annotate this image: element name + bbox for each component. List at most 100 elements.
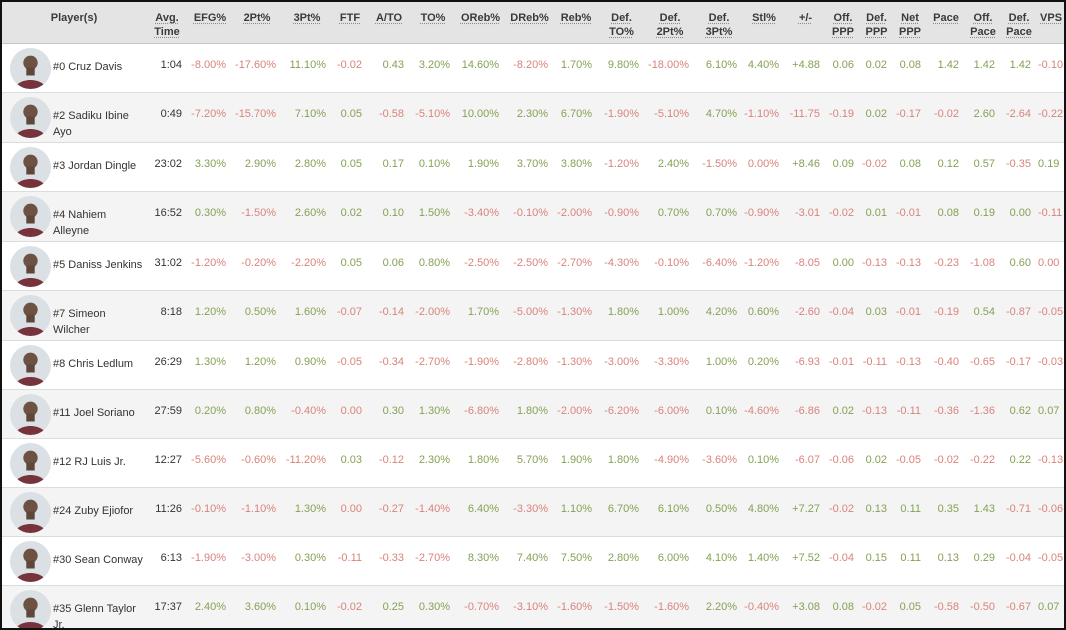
stat-ftf: 0.05 (332, 141, 369, 192)
stat-vps: -0.06 (1037, 486, 1064, 537)
stat-efg: 1.30% (188, 339, 233, 390)
stat-def3pt: 0.70% (695, 190, 744, 242)
table-body: #0 Cruz Davis 1:04 -8.00% -17.60% 11.10% -0.0… (2, 43, 1064, 628)
stat-oreb: 1.70% (456, 289, 506, 341)
player-name: #30 Sean Conway (52, 535, 147, 586)
player-photo-silhouette (14, 55, 47, 89)
stat-oreb: 6.40% (456, 486, 506, 537)
stat-reb: -1.30% (554, 339, 599, 390)
stat-efg: 0.20% (188, 388, 233, 439)
player-row: #24 Zuby Ejiofor 11:26 -0.10% -1.10% 1.30% 0.… (2, 486, 1064, 537)
stat-reb: -2.00% (554, 190, 599, 242)
stat-to: 0.10% (410, 141, 457, 192)
stat-p2: -1.10% (232, 486, 283, 537)
stat-defpace: -0.87 (1001, 289, 1038, 341)
column-label: Def. TO% (609, 12, 634, 39)
stat-efg: 3.30% (188, 141, 233, 192)
stat-p3: 2.60% (282, 190, 333, 242)
player-avatar (10, 393, 51, 435)
player-avatar-cell (2, 584, 52, 628)
stat-pace: -0.40 (927, 339, 966, 390)
column-header-player[interactable]: Player(s) (2, 2, 147, 44)
column-label: Def. 2Pt% (656, 12, 684, 39)
column-header-efg[interactable]: EFG% (188, 2, 233, 44)
stat-dreb: -8.20% (513, 58, 549, 71)
player-photo-silhouette (15, 597, 46, 628)
stat-ato: 0.06 (368, 240, 411, 291)
column-header-netppp[interactable]: Net PPP (893, 2, 928, 44)
stat-stl: 0.60% (743, 289, 786, 341)
stat-offppp: -0.02 (826, 190, 861, 242)
stat-p2: 2.90% (232, 141, 283, 192)
stat-defpace: -0.71 (1001, 486, 1038, 537)
stat-ftf: 0.00 (332, 486, 369, 537)
stat-def3pt: 1.00% (695, 339, 744, 390)
stat-ato: -0.14 (368, 289, 411, 341)
stat-vps: -0.03 (1037, 339, 1064, 390)
stat-to: -2.70% (410, 339, 457, 390)
stat-offpace: 2.60 (965, 91, 1002, 143)
column-header-p2[interactable]: 2Pt% (232, 2, 283, 44)
stat-p3: 1.30% (282, 486, 333, 537)
stat-p2: 1.20% (232, 339, 283, 390)
player-photo-silhouette (14, 154, 47, 188)
column-header-ftf[interactable]: FTF (332, 2, 369, 44)
stat-p3: 2.80% (282, 141, 333, 192)
stat-defppp: 0.02 (860, 91, 894, 143)
stat-netppp: 0.05 (893, 584, 928, 628)
stat-vps: -0.05 (1037, 289, 1064, 341)
stat-netppp: -0.05 (893, 437, 928, 488)
player-avatar (10, 344, 51, 386)
column-header-def3pt[interactable]: Def. 3Pt% (695, 2, 744, 44)
stat-def3pt: -3.60% (695, 437, 744, 488)
stat-dreb: 5.70% (505, 437, 555, 488)
stat-p3: 11.10% (289, 58, 327, 71)
stat-stl: 4.40% (747, 58, 780, 71)
stat-pace: -0.19 (927, 289, 966, 341)
stat-def2pt: 6.00% (645, 535, 696, 586)
column-header-def2pt[interactable]: Def. 2Pt% (645, 2, 696, 44)
stat-defto: -0.90% (598, 190, 646, 242)
stat-dreb: -3.30% (505, 486, 555, 537)
player-avatar-cell (2, 535, 52, 586)
stat-pm: -3.01 (785, 190, 827, 242)
column-header-to[interactable]: TO% (410, 2, 457, 44)
player-avatar (10, 294, 51, 336)
stat-defto: -4.30% (598, 240, 646, 291)
stat-p2: -0.20% (232, 240, 283, 291)
column-header-pm[interactable]: +/- (785, 2, 827, 44)
stat-p2: 3.60% (232, 584, 283, 628)
stat-pm: +7.52 (785, 535, 827, 586)
column-header-oreb[interactable]: OReb% (456, 2, 506, 44)
column-header-vps[interactable]: VPS (1037, 2, 1064, 44)
stat-def2pt: -3.30% (645, 339, 696, 390)
column-header-dreb[interactable]: DReb% (505, 2, 555, 44)
column-header-defppp[interactable]: Def. PPP (860, 2, 894, 44)
stat-vps: -0.22 (1037, 91, 1064, 143)
column-header-offppp[interactable]: Off. PPP (826, 2, 861, 44)
column-header-reb[interactable]: Reb% (554, 2, 599, 44)
stat-p3: -0.40% (282, 388, 333, 439)
column-header-offpace[interactable]: Off. Pace (965, 2, 1002, 44)
column-header-pace[interactable]: Pace (927, 2, 966, 44)
stat-p2: -17.60% (235, 58, 277, 71)
column-header-defto[interactable]: Def. TO% (598, 2, 646, 44)
column-header-defpace[interactable]: Def. Pace (1001, 2, 1038, 44)
stat-defto: -1.50% (598, 584, 646, 628)
stat-efg: -5.60% (188, 437, 233, 488)
stat-defto: -1.20% (598, 141, 646, 192)
column-header-stl[interactable]: Stl% (743, 2, 786, 44)
column-header-ato[interactable]: A/TO (368, 2, 411, 44)
stat-offppp: 0.02 (826, 388, 861, 439)
player-avatar-cell (2, 240, 52, 291)
stat-ftf: -0.02 (332, 584, 369, 628)
stat-to: 2.30% (410, 437, 457, 488)
stat-ato: 0.10 (368, 190, 411, 242)
stat-defpace: -0.67 (1001, 584, 1038, 628)
column-header-time[interactable]: Avg. Time (146, 2, 189, 44)
column-label: OReb% (460, 12, 501, 24)
column-header-p3[interactable]: 3Pt% (282, 2, 333, 44)
stat-pm: +3.08 (785, 584, 827, 628)
stat-reb: 6.70% (554, 91, 599, 143)
